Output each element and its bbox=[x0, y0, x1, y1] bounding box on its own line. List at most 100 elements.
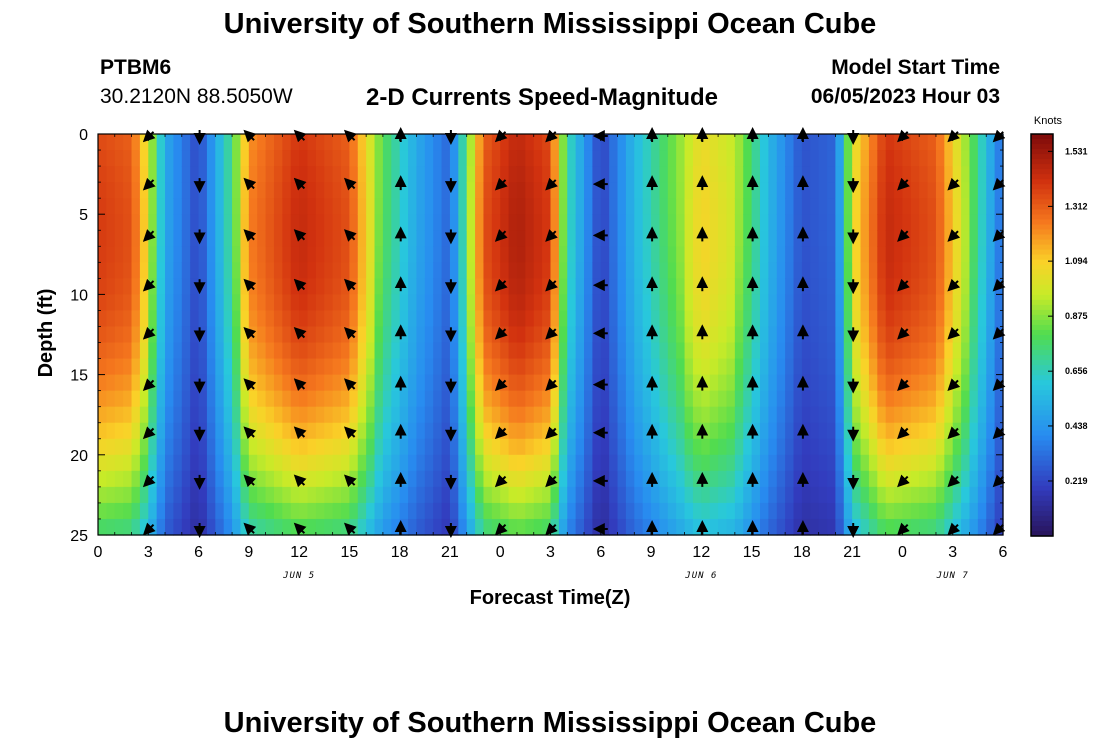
heatmap-cell bbox=[290, 262, 300, 279]
heatmap-cell bbox=[324, 198, 334, 215]
heatmap-cell bbox=[642, 262, 652, 279]
heatmap-cell bbox=[751, 454, 761, 472]
colorbar-tick-label: 1.531 bbox=[1065, 146, 1088, 156]
heatmap-cell bbox=[642, 518, 652, 536]
heatmap-cell bbox=[692, 342, 702, 360]
heatmap-cell bbox=[416, 406, 426, 424]
heatmap-cell bbox=[458, 502, 468, 520]
heatmap-cell bbox=[475, 230, 485, 247]
heatmap-cell bbox=[357, 390, 367, 408]
heatmap-cell bbox=[232, 342, 242, 360]
heatmap-cell bbox=[977, 150, 987, 167]
heatmap-cell bbox=[852, 486, 862, 504]
heatmap-cell bbox=[299, 246, 309, 263]
heatmap-cell bbox=[433, 310, 443, 328]
heatmap-cell bbox=[533, 182, 543, 199]
colorbar-band bbox=[1031, 329, 1053, 336]
heatmap-cell bbox=[768, 310, 778, 328]
heatmap-cell bbox=[558, 422, 568, 440]
heatmap-cell bbox=[282, 390, 292, 408]
heatmap-cell bbox=[827, 134, 837, 151]
heatmap-cell bbox=[692, 374, 702, 392]
heatmap-cell bbox=[190, 294, 200, 312]
heatmap-cell bbox=[600, 358, 610, 376]
heatmap-cell bbox=[558, 470, 568, 488]
heatmap-cell bbox=[215, 342, 225, 360]
heatmap-cell bbox=[139, 310, 149, 328]
colorbar-band bbox=[1031, 375, 1053, 381]
heatmap-cell bbox=[106, 390, 116, 408]
heatmap-cell bbox=[299, 198, 309, 215]
heatmap-cell bbox=[692, 406, 702, 424]
heatmap-cell bbox=[475, 294, 485, 312]
heatmap-cell bbox=[248, 502, 258, 520]
heatmap-cell bbox=[357, 278, 367, 295]
heatmap-cell bbox=[759, 406, 769, 424]
heatmap-cell bbox=[827, 518, 837, 536]
heatmap-cell bbox=[131, 198, 141, 215]
heatmap-cell bbox=[500, 294, 510, 312]
heatmap-cell bbox=[332, 326, 342, 344]
heatmap-cell bbox=[374, 182, 384, 199]
heatmap-cell bbox=[475, 182, 485, 199]
heatmap-cell bbox=[709, 358, 719, 376]
heatmap-cell bbox=[139, 358, 149, 376]
heatmap-cell bbox=[181, 486, 191, 504]
heatmap-cell bbox=[961, 502, 971, 520]
heatmap-cell bbox=[969, 502, 979, 520]
heatmap-cell bbox=[408, 150, 418, 167]
heatmap-cell bbox=[332, 294, 342, 312]
heatmap-cell bbox=[332, 358, 342, 376]
colorbar-band bbox=[1031, 480, 1053, 487]
heatmap-cell bbox=[332, 214, 342, 231]
heatmap-cell bbox=[885, 294, 895, 312]
current-arrow bbox=[897, 474, 910, 488]
heatmap-cell bbox=[332, 502, 342, 520]
heatmap-cell bbox=[684, 326, 694, 344]
heatmap-cell bbox=[525, 278, 535, 295]
colorbar-band bbox=[1031, 465, 1053, 472]
heatmap-cell bbox=[835, 470, 845, 488]
heatmap-cell bbox=[919, 246, 929, 263]
heatmap-cell bbox=[131, 502, 141, 520]
heatmap-cell bbox=[768, 326, 778, 344]
colorbar-band bbox=[1031, 179, 1053, 185]
colorbar-band bbox=[1031, 530, 1053, 537]
heatmap-cell bbox=[139, 406, 149, 424]
current-arrow bbox=[243, 426, 257, 440]
heatmap-cell bbox=[525, 470, 535, 488]
colorbar-band bbox=[1031, 199, 1053, 205]
current-arrow bbox=[897, 522, 910, 536]
heatmap-cell bbox=[290, 294, 300, 312]
heatmap-cell bbox=[919, 406, 929, 424]
heatmap-cell bbox=[257, 438, 267, 456]
heatmap-cell bbox=[257, 150, 267, 167]
heatmap-cell bbox=[408, 134, 418, 151]
heatmap-cell bbox=[734, 278, 744, 295]
heatmap-cell bbox=[734, 294, 744, 312]
heatmap-cell bbox=[257, 518, 267, 536]
heatmap-cell bbox=[324, 214, 334, 231]
heatmap-cell bbox=[156, 390, 166, 408]
heatmap-cell bbox=[935, 262, 945, 279]
heatmap-cell bbox=[449, 262, 459, 279]
heatmap-cell bbox=[818, 150, 828, 167]
heatmap-cell bbox=[215, 438, 225, 456]
heatmap-cell bbox=[810, 294, 820, 312]
heatmap-cell bbox=[458, 470, 468, 488]
heatmap-cell bbox=[424, 230, 434, 247]
heatmap-cell bbox=[257, 214, 267, 231]
heatmap-cell bbox=[190, 486, 200, 504]
heatmap-cell bbox=[609, 374, 619, 392]
heatmap-cell bbox=[299, 310, 309, 328]
heatmap-cell bbox=[357, 166, 367, 183]
heatmap-cell bbox=[944, 246, 954, 263]
heatmap-cell bbox=[843, 358, 853, 376]
heatmap-cell bbox=[843, 470, 853, 488]
heatmap-cell bbox=[357, 486, 367, 504]
heatmap-cell bbox=[751, 230, 761, 247]
heatmap-cell bbox=[374, 150, 384, 167]
heatmap-cell bbox=[341, 166, 350, 183]
heatmap-cell bbox=[248, 198, 258, 215]
heatmap-cell bbox=[659, 230, 669, 247]
